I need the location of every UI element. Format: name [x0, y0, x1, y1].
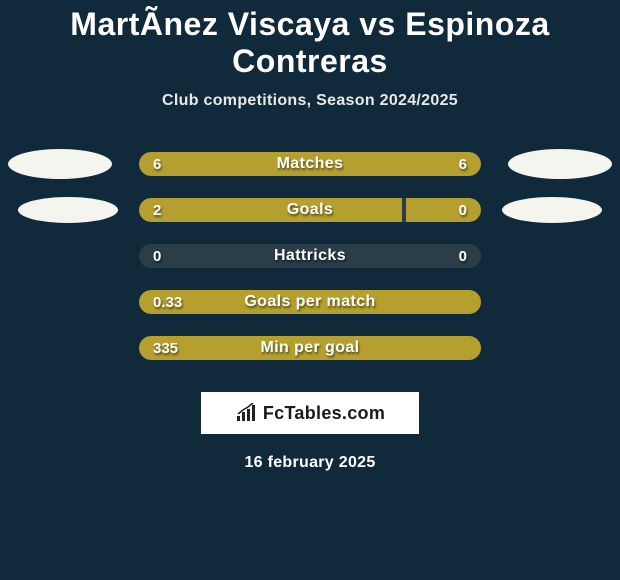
subtitle: Club competitions, Season 2024/2025 — [0, 92, 620, 110]
date-label: 16 february 2025 — [0, 454, 620, 472]
logo-text: FcTables.com — [263, 403, 385, 424]
stat-row: 2 Goals 0 — [0, 198, 620, 222]
stat-row: 335 Min per goal — [0, 336, 620, 360]
stat-bar: 0 Hattricks 0 — [139, 244, 481, 268]
stat-value-right: 0 — [459, 244, 467, 268]
stat-label: Hattricks — [139, 244, 481, 268]
stat-row: 6 Matches 6 — [0, 152, 620, 176]
stat-label: Min per goal — [139, 336, 481, 360]
player-left-avatar — [8, 149, 112, 179]
stat-label: Goals — [139, 198, 481, 222]
player-right-avatar — [508, 149, 612, 179]
chart-icon — [235, 403, 259, 423]
stat-bar: 2 Goals 0 — [139, 198, 481, 222]
stat-value-right: 0 — [459, 198, 467, 222]
stat-label: Matches — [139, 152, 481, 176]
page-title: MartÃ­nez Viscaya vs Espinoza Contreras — [0, 6, 620, 80]
logo-box: FcTables.com — [201, 392, 419, 434]
stat-row: 0 Hattricks 0 — [0, 244, 620, 268]
stat-bar: 335 Min per goal — [139, 336, 481, 360]
stat-label: Goals per match — [139, 290, 481, 314]
player-left-avatar — [18, 197, 118, 223]
stat-row: 0.33 Goals per match — [0, 290, 620, 314]
stat-bar: 0.33 Goals per match — [139, 290, 481, 314]
stat-bar: 6 Matches 6 — [139, 152, 481, 176]
stat-rows: 6 Matches 6 2 Goals 0 0 Hat — [0, 152, 620, 360]
player-right-avatar — [502, 197, 602, 223]
stat-value-right: 6 — [459, 152, 467, 176]
